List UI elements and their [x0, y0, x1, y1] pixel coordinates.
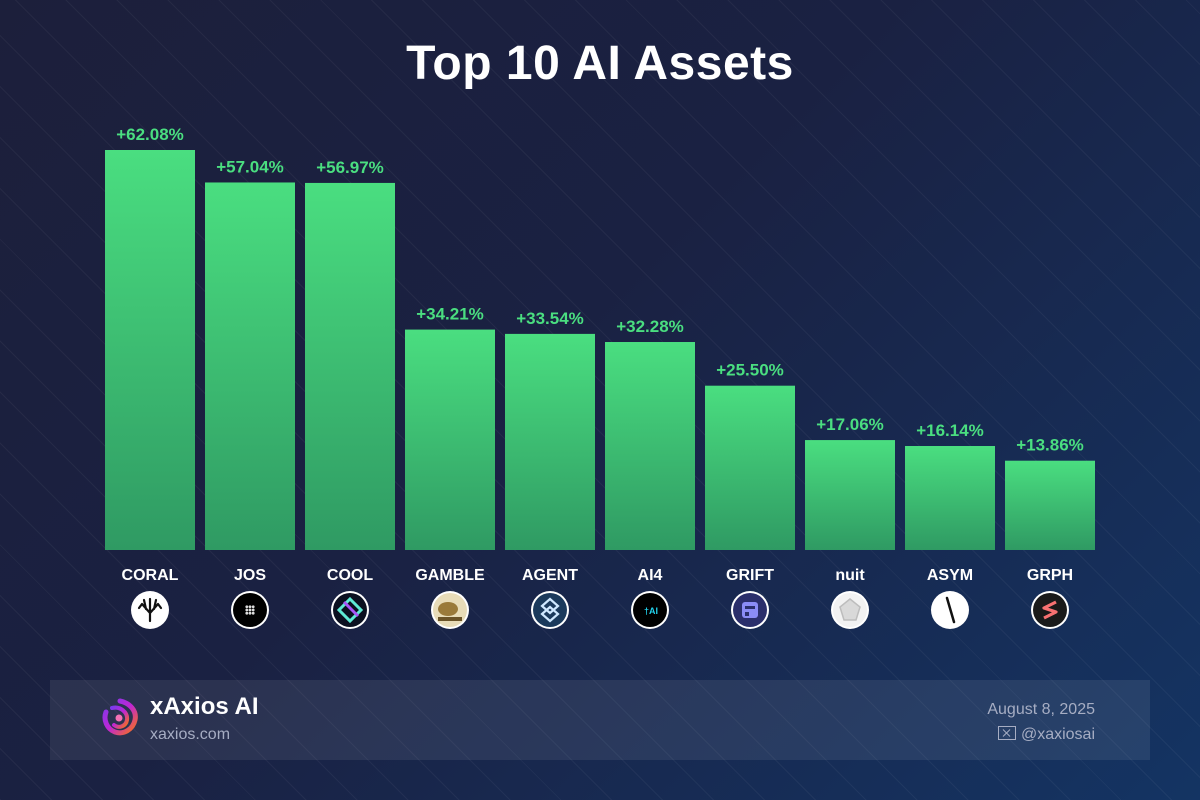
ai4-icon: †AI: [631, 591, 669, 629]
bar-grph: [1005, 460, 1095, 550]
bar-agent: [505, 333, 595, 550]
gamble-icon: [431, 591, 469, 629]
report-date: August 8, 2025: [987, 701, 1095, 718]
bar-value-label: +16.14%: [916, 421, 984, 440]
bar-value-label: +62.08%: [116, 125, 184, 144]
category-label: AI4: [638, 567, 663, 584]
bar-chart: +62.08% CORAL +57.04% JOS +56.97% COOL +34.21%…: [105, 125, 1095, 629]
chart-title: Top 10 AI Assets: [406, 37, 794, 90]
bar-value-label: +33.54%: [516, 309, 584, 328]
bar-coral: [105, 150, 195, 550]
grph-icon: [1031, 591, 1069, 629]
agent-icon: [531, 591, 569, 629]
nuit-icon: [831, 591, 869, 629]
social-handle-text: @xaxiosai: [1020, 726, 1095, 743]
bar-value-label: +32.28%: [616, 317, 684, 336]
coral-icon: [131, 591, 169, 629]
bar-value-label: +17.06%: [816, 415, 884, 434]
bar-value-label: +13.86%: [1016, 436, 1084, 455]
bar-value-label: +25.50%: [716, 361, 784, 380]
bar-value-label: +34.21%: [416, 305, 484, 324]
category-label: GRPH: [1027, 567, 1073, 584]
category-label: nuit: [835, 567, 865, 584]
footer: xAxios AI xaxios.com August 8, 2025 @xax…: [50, 680, 1150, 760]
category-label: CORAL: [122, 567, 179, 584]
jos-icon: [231, 591, 269, 629]
bar-cool: [305, 182, 395, 550]
bar-asym: [905, 446, 995, 550]
xaxios-logo-icon: [102, 698, 138, 736]
asym-icon: [931, 591, 969, 629]
category-label: COOL: [327, 567, 373, 584]
cool-icon: [331, 591, 369, 629]
grift-icon: [731, 591, 769, 629]
category-label: GAMBLE: [415, 567, 485, 584]
bar-grift: [705, 385, 795, 550]
brand-name: xAxios AI: [150, 693, 259, 720]
bar-jos: [205, 182, 295, 550]
bar-value-label: +56.97%: [316, 158, 384, 177]
svg-text:†AI: †AI: [644, 606, 658, 616]
bar-nuit: [805, 440, 895, 550]
bar-ai4: [605, 342, 695, 550]
category-label: AGENT: [522, 567, 578, 584]
x-social-icon: [997, 726, 1016, 740]
category-label: JOS: [234, 567, 266, 584]
category-label: GRIFT: [726, 567, 774, 584]
category-label: ASYM: [927, 567, 973, 584]
bar-value-label: +57.04%: [216, 157, 284, 176]
bar-gamble: [405, 329, 495, 550]
brand-url: xaxios.com: [150, 726, 231, 743]
social-handle: @xaxiosai: [997, 726, 1095, 744]
